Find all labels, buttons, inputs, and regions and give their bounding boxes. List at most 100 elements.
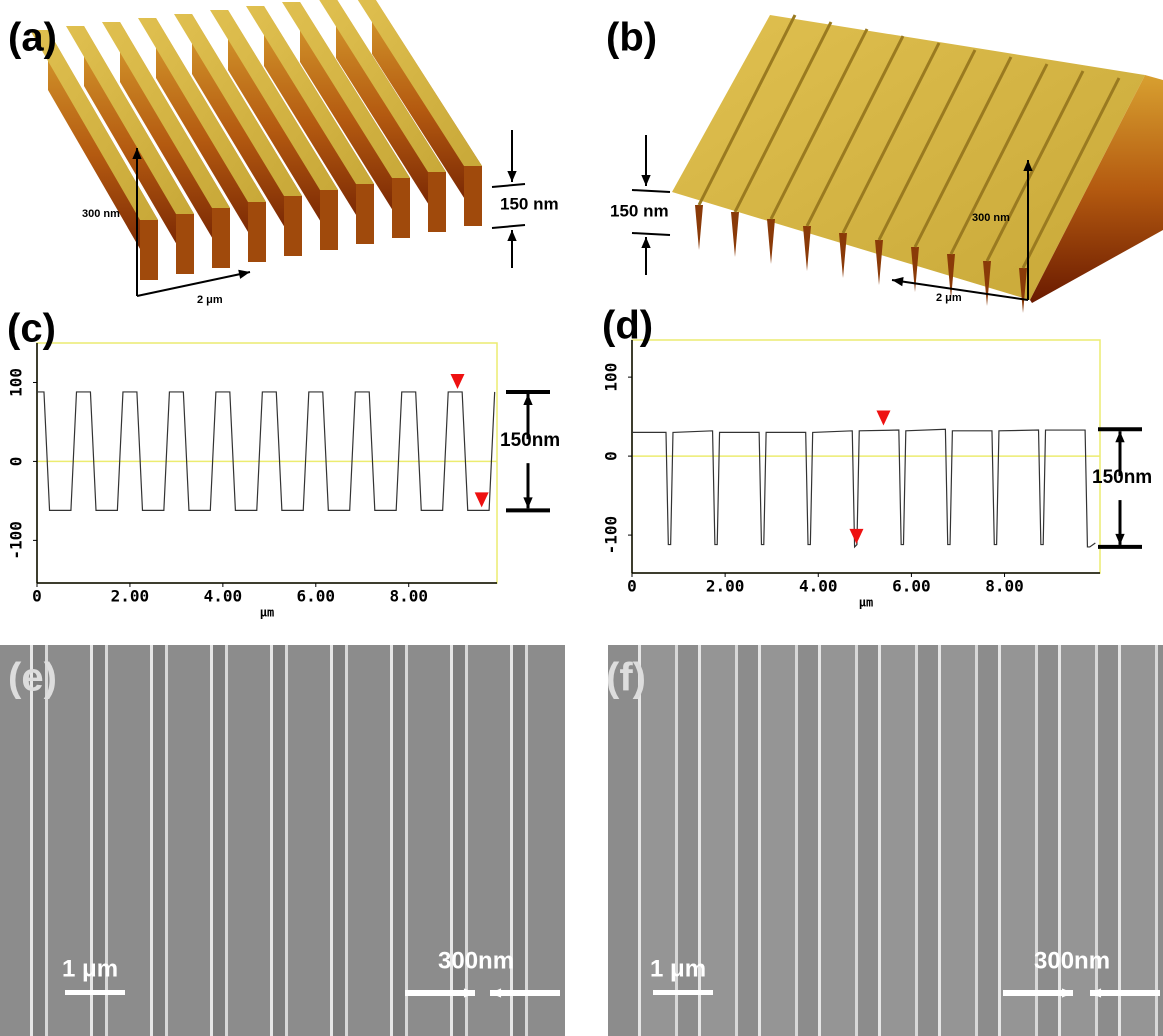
panel-label: (b) — [606, 16, 657, 60]
x-axis-label: 2 μm — [936, 292, 962, 304]
sem-edge — [405, 645, 408, 1036]
sem-edge — [270, 645, 273, 1036]
width-label: 300nm — [438, 947, 514, 974]
sem-edge — [390, 645, 393, 1036]
x-tick-label: 6.00 — [892, 577, 931, 596]
scale-bar-label: 1 μm — [650, 955, 706, 982]
arrow-head — [1115, 431, 1124, 442]
panel-label: (d) — [602, 304, 653, 348]
width-label: 300nm — [1034, 947, 1110, 974]
ridge-front — [176, 214, 194, 274]
panel-label: (c) — [7, 307, 56, 351]
trench — [731, 212, 739, 257]
sem-edge — [285, 645, 288, 1036]
sem-edge — [998, 645, 1001, 1036]
scale-bar — [653, 990, 713, 995]
x-tick-label: 8.00 — [389, 587, 428, 606]
figure: (c) 0 2.00 4.00 6.00 8.00 100 0 -100 μm 150nm (d) 0 2… — [0, 0, 1163, 1036]
bracket-label: 150nm — [500, 430, 560, 451]
sem-edge — [1058, 645, 1061, 1036]
y-tick-label: 0 — [7, 457, 26, 467]
panel-label: (a) — [8, 16, 57, 60]
sem-edge — [1155, 645, 1158, 1036]
sem-line — [1118, 645, 1158, 1036]
arrow-head — [507, 230, 516, 241]
sem-edge — [345, 645, 348, 1036]
arrow-head — [1115, 534, 1124, 545]
bracket — [492, 225, 525, 228]
sem-edge — [1095, 645, 1098, 1036]
sem-edge — [150, 645, 153, 1036]
ridge-front — [212, 208, 230, 268]
y-tick-label: -100 — [602, 516, 621, 555]
sem-line — [758, 645, 798, 1036]
y-tick-label: 0 — [602, 451, 621, 461]
ridge-front — [248, 202, 266, 262]
y-tick-label: -100 — [7, 521, 26, 560]
x-tick-label: 2.00 — [706, 577, 745, 596]
profiles: (c) 0 2.00 4.00 6.00 8.00 100 0 -100 μm 150nm (d) 0 2… — [7, 304, 1153, 620]
cursor-marker — [451, 374, 465, 389]
trench — [875, 240, 883, 285]
y-tick-label: 100 — [602, 363, 621, 392]
x-tick-label: 0 — [627, 577, 637, 596]
trench — [911, 247, 919, 292]
sem-edge — [510, 645, 513, 1036]
plot-frame — [37, 343, 497, 583]
trench — [839, 233, 847, 278]
profile-line — [632, 429, 1095, 547]
ridge-front — [356, 184, 374, 244]
sem-line — [998, 645, 1038, 1036]
x-tick-label: 8.00 — [985, 577, 1024, 596]
scale-bar-label: 1 μm — [62, 955, 118, 982]
cursor-marker — [849, 529, 863, 544]
arrow-head — [523, 497, 532, 508]
arrow-head — [523, 394, 532, 405]
ridge-front — [140, 220, 158, 280]
arrow-head — [641, 237, 650, 248]
sem-edge — [465, 645, 468, 1036]
sem-edge — [330, 645, 333, 1036]
sem-edge — [795, 645, 798, 1036]
sem-line — [818, 645, 858, 1036]
x-axis-label: μm — [260, 606, 274, 620]
sem-edge — [525, 645, 528, 1036]
sem-edge — [1035, 645, 1038, 1036]
ridge-front — [320, 190, 338, 250]
sem-edge — [45, 645, 48, 1036]
sem-edge — [855, 645, 858, 1036]
sem-edge — [975, 645, 978, 1036]
sem-edge — [638, 645, 641, 1036]
trench — [767, 219, 775, 264]
sem-edge — [30, 645, 33, 1036]
z-axis-label: 300 nm — [972, 212, 1010, 224]
sem-edge — [225, 645, 228, 1036]
cursor-marker — [475, 492, 489, 507]
z-axis-label: 300 nm — [82, 208, 120, 220]
x-tick-label: 0 — [32, 587, 42, 606]
arrow-head — [238, 270, 250, 279]
afm-3d-b — [632, 15, 1163, 313]
x-axis-label: 2 μm — [197, 294, 223, 306]
x-tick-label: 2.00 — [111, 587, 150, 606]
x-tick-label: 4.00 — [799, 577, 838, 596]
arrow-head — [892, 277, 904, 286]
x-tick-label: 4.00 — [204, 587, 243, 606]
trench — [695, 205, 703, 250]
cursor-marker — [876, 410, 890, 425]
sem-edge — [1118, 645, 1121, 1036]
ridge-front — [284, 196, 302, 256]
sem-line — [1058, 645, 1098, 1036]
sem-edge — [735, 645, 738, 1036]
height-label: 150 nm — [500, 194, 559, 213]
sem-edge — [450, 645, 453, 1036]
sem-edge — [210, 645, 213, 1036]
ridge-front — [464, 166, 482, 226]
bracket-label: 150nm — [1092, 467, 1152, 488]
afm-3d-a — [30, 0, 525, 296]
sem-edge — [818, 645, 821, 1036]
sem-edge — [758, 645, 761, 1036]
sem-edge — [915, 645, 918, 1036]
ridge-front — [428, 172, 446, 232]
scale-bar — [65, 990, 125, 995]
